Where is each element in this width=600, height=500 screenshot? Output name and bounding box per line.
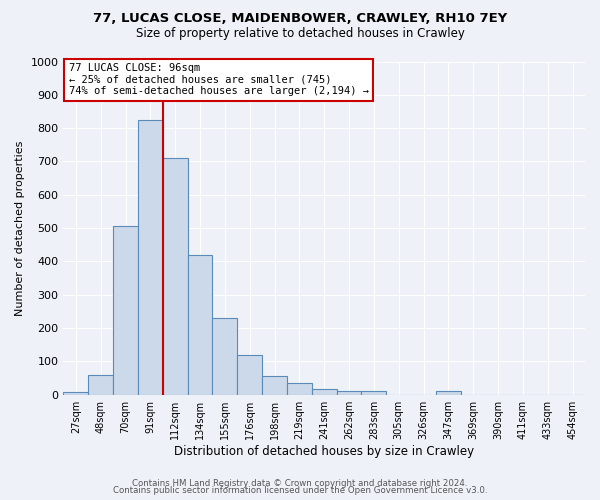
- Bar: [88, 374, 113, 394]
- Bar: [262, 376, 287, 394]
- Bar: [188, 255, 212, 394]
- Bar: [113, 226, 138, 394]
- Text: Contains public sector information licensed under the Open Government Licence v3: Contains public sector information licen…: [113, 486, 487, 495]
- Bar: [436, 392, 461, 394]
- Text: 77, LUCAS CLOSE, MAIDENBOWER, CRAWLEY, RH10 7EY: 77, LUCAS CLOSE, MAIDENBOWER, CRAWLEY, R…: [93, 12, 507, 26]
- Bar: [64, 392, 88, 394]
- Bar: [337, 390, 361, 394]
- Bar: [138, 120, 163, 394]
- Bar: [361, 392, 386, 394]
- Bar: [212, 318, 237, 394]
- Bar: [237, 354, 262, 395]
- X-axis label: Distribution of detached houses by size in Crawley: Distribution of detached houses by size …: [174, 444, 474, 458]
- Bar: [287, 383, 312, 394]
- Text: 77 LUCAS CLOSE: 96sqm
← 25% of detached houses are smaller (745)
74% of semi-det: 77 LUCAS CLOSE: 96sqm ← 25% of detached …: [68, 63, 368, 96]
- Bar: [312, 388, 337, 394]
- Text: Size of property relative to detached houses in Crawley: Size of property relative to detached ho…: [136, 28, 464, 40]
- Y-axis label: Number of detached properties: Number of detached properties: [15, 140, 25, 316]
- Text: Contains HM Land Registry data © Crown copyright and database right 2024.: Contains HM Land Registry data © Crown c…: [132, 478, 468, 488]
- Bar: [163, 158, 188, 394]
